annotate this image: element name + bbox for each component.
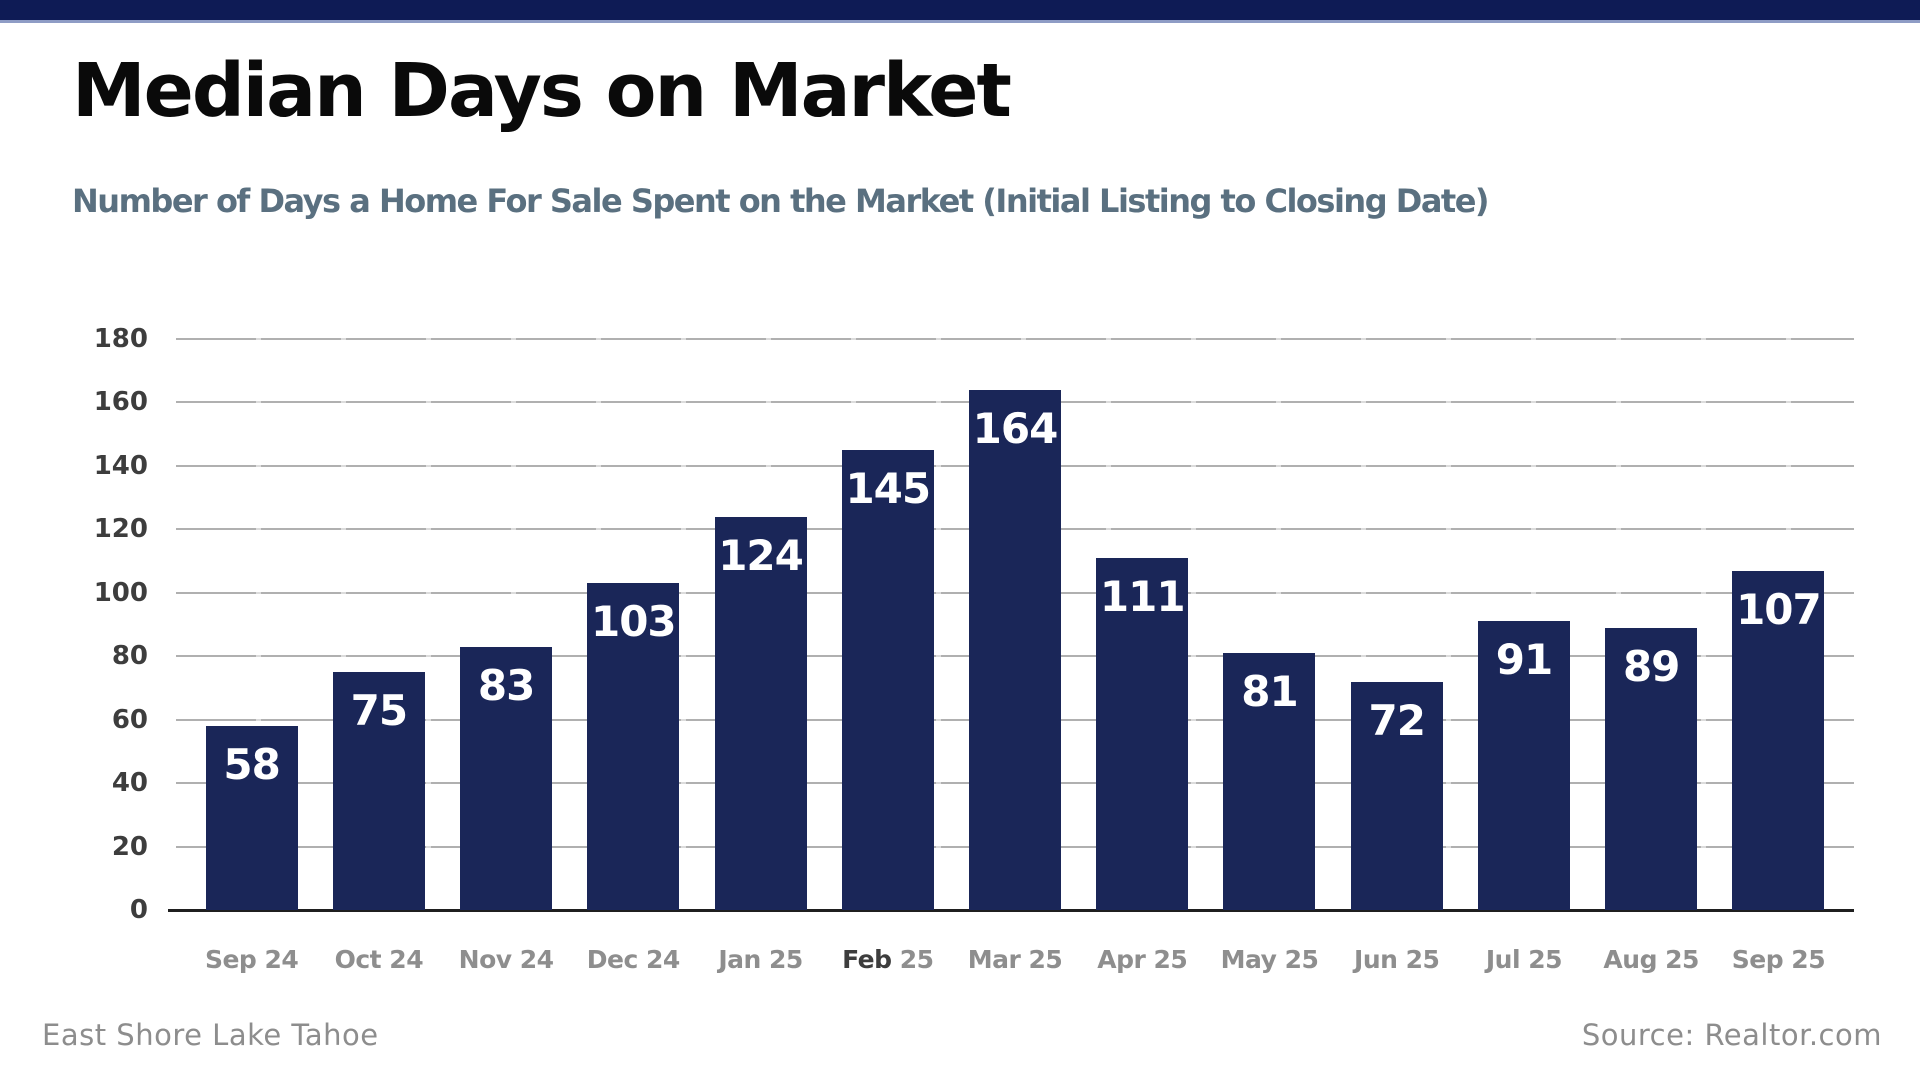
bar-oct-24: 75 (332, 672, 425, 910)
x-tick-label-oct-24: Oct 24 (334, 945, 424, 974)
bar-feb-25: 145 (841, 450, 934, 910)
bar-jun-25: 72 (1350, 681, 1443, 910)
y-axis: 0 20 40 60 80 100 120 140 160 180 (0, 324, 148, 925)
x-tick-label-jan-25: Jan 25 (718, 945, 803, 974)
bar-column-jun-25: 72 (1333, 339, 1460, 910)
plot-area: 58 75 83 103 124 145 164 111 81 72 91 89 107 (168, 338, 1854, 912)
bar-apr-25: 111 (1096, 557, 1189, 910)
bar-aug-25: 89 (1605, 627, 1698, 910)
y-tick-label-180: 180 (93, 324, 148, 354)
bar-column-apr-25: 111 (1079, 339, 1206, 910)
x-tick-label-aug-25: Aug 25 (1603, 945, 1699, 974)
y-tick-label-0: 0 (129, 895, 148, 925)
bar-column-jul-25: 91 (1460, 339, 1587, 910)
footer-location-label: East Shore Lake Tahoe (42, 1018, 379, 1052)
top-banner (0, 0, 1920, 23)
x-tick-label-sep-25: Sep 25 (1731, 945, 1826, 974)
y-tick-label-140: 140 (93, 450, 148, 481)
bar-jan-25: 124 (714, 516, 807, 910)
x-tick-label-apr-25: Apr 25 (1097, 945, 1188, 974)
x-tick-label-jul-25: Jul 25 (1485, 945, 1563, 974)
gridline-180 (176, 338, 1854, 340)
bar-column-sep-25: 107 (1715, 339, 1842, 910)
bar-dec-24: 103 (587, 583, 680, 910)
bar-value-label: 58 (223, 740, 280, 790)
bar-value-label: 81 (1241, 667, 1298, 717)
y-tick-label-20: 20 (111, 831, 148, 862)
x-tick-label-dec-24: Dec 24 (586, 945, 681, 974)
bar-sep-25: 107 (1732, 570, 1825, 910)
footer-source-label: Source: Realtor.com (1581, 1018, 1882, 1052)
bar-nov-24: 83 (460, 646, 553, 910)
y-tick-label-120: 120 (93, 514, 148, 545)
x-axis: Sep 24 Oct 24 Nov 24 Dec 24 Jan 25 Feb 25 Mar … (188, 945, 1842, 974)
x-axis-baseline (168, 909, 1854, 912)
bar-jul-25: 91 (1477, 621, 1570, 910)
y-tick-label-60: 60 (111, 704, 148, 735)
bar-value-label: 89 (1622, 641, 1680, 691)
bar-value-label: 107 (1736, 584, 1822, 634)
x-tick-label-mar-25: Mar 25 (967, 945, 1063, 974)
bar-value-label: 83 (477, 660, 535, 710)
bar-value-label: 145 (845, 464, 931, 514)
bar-column-may-25: 81 (1206, 339, 1333, 910)
bar-value-label: 111 (1099, 571, 1186, 621)
bar-value-label: 103 (590, 597, 677, 647)
bar-mar-25: 164 (969, 389, 1062, 910)
bar-column-oct-24: 75 (315, 339, 442, 910)
bar-may-25: 81 (1223, 653, 1316, 910)
page-title: Median Days on Market (72, 48, 1012, 134)
bar-column-jan-25: 124 (697, 339, 824, 910)
y-tick-label-40: 40 (111, 768, 148, 799)
bar-column-mar-25: 164 (951, 339, 1078, 910)
x-tick-label-nov-24: Nov 24 (458, 945, 554, 974)
x-tick-label-sep-24: Sep 24 (204, 945, 299, 974)
x-tick-label-may-25: May 25 (1220, 945, 1319, 974)
bar-value-label: 72 (1368, 695, 1425, 745)
page-subtitle: Number of Days a Home For Sale Spent on … (72, 182, 1490, 220)
x-tick-label-feb-25: Feb 25 (842, 945, 934, 974)
bar-column-sep-24: 58 (188, 339, 315, 910)
bar-column-nov-24: 83 (442, 339, 569, 910)
bar-column-feb-25: 145 (824, 339, 951, 910)
x-tick-label-jun-25: Jun 25 (1354, 945, 1440, 974)
bar-value-label: 91 (1495, 635, 1553, 685)
bar-column-aug-25: 89 (1588, 339, 1715, 910)
bar-column-dec-24: 103 (570, 339, 697, 910)
y-tick-label-160: 160 (93, 387, 148, 418)
y-tick-label-100: 100 (93, 577, 148, 608)
bars-container: 58 75 83 103 124 145 164 111 81 72 91 89 107 (188, 339, 1842, 910)
y-tick-label-80: 80 (111, 641, 148, 672)
bar-value-label: 75 (350, 686, 408, 736)
bar-value-label: 124 (718, 530, 804, 580)
bar-sep-24: 58 (205, 726, 298, 910)
bar-value-label: 164 (972, 403, 1059, 453)
